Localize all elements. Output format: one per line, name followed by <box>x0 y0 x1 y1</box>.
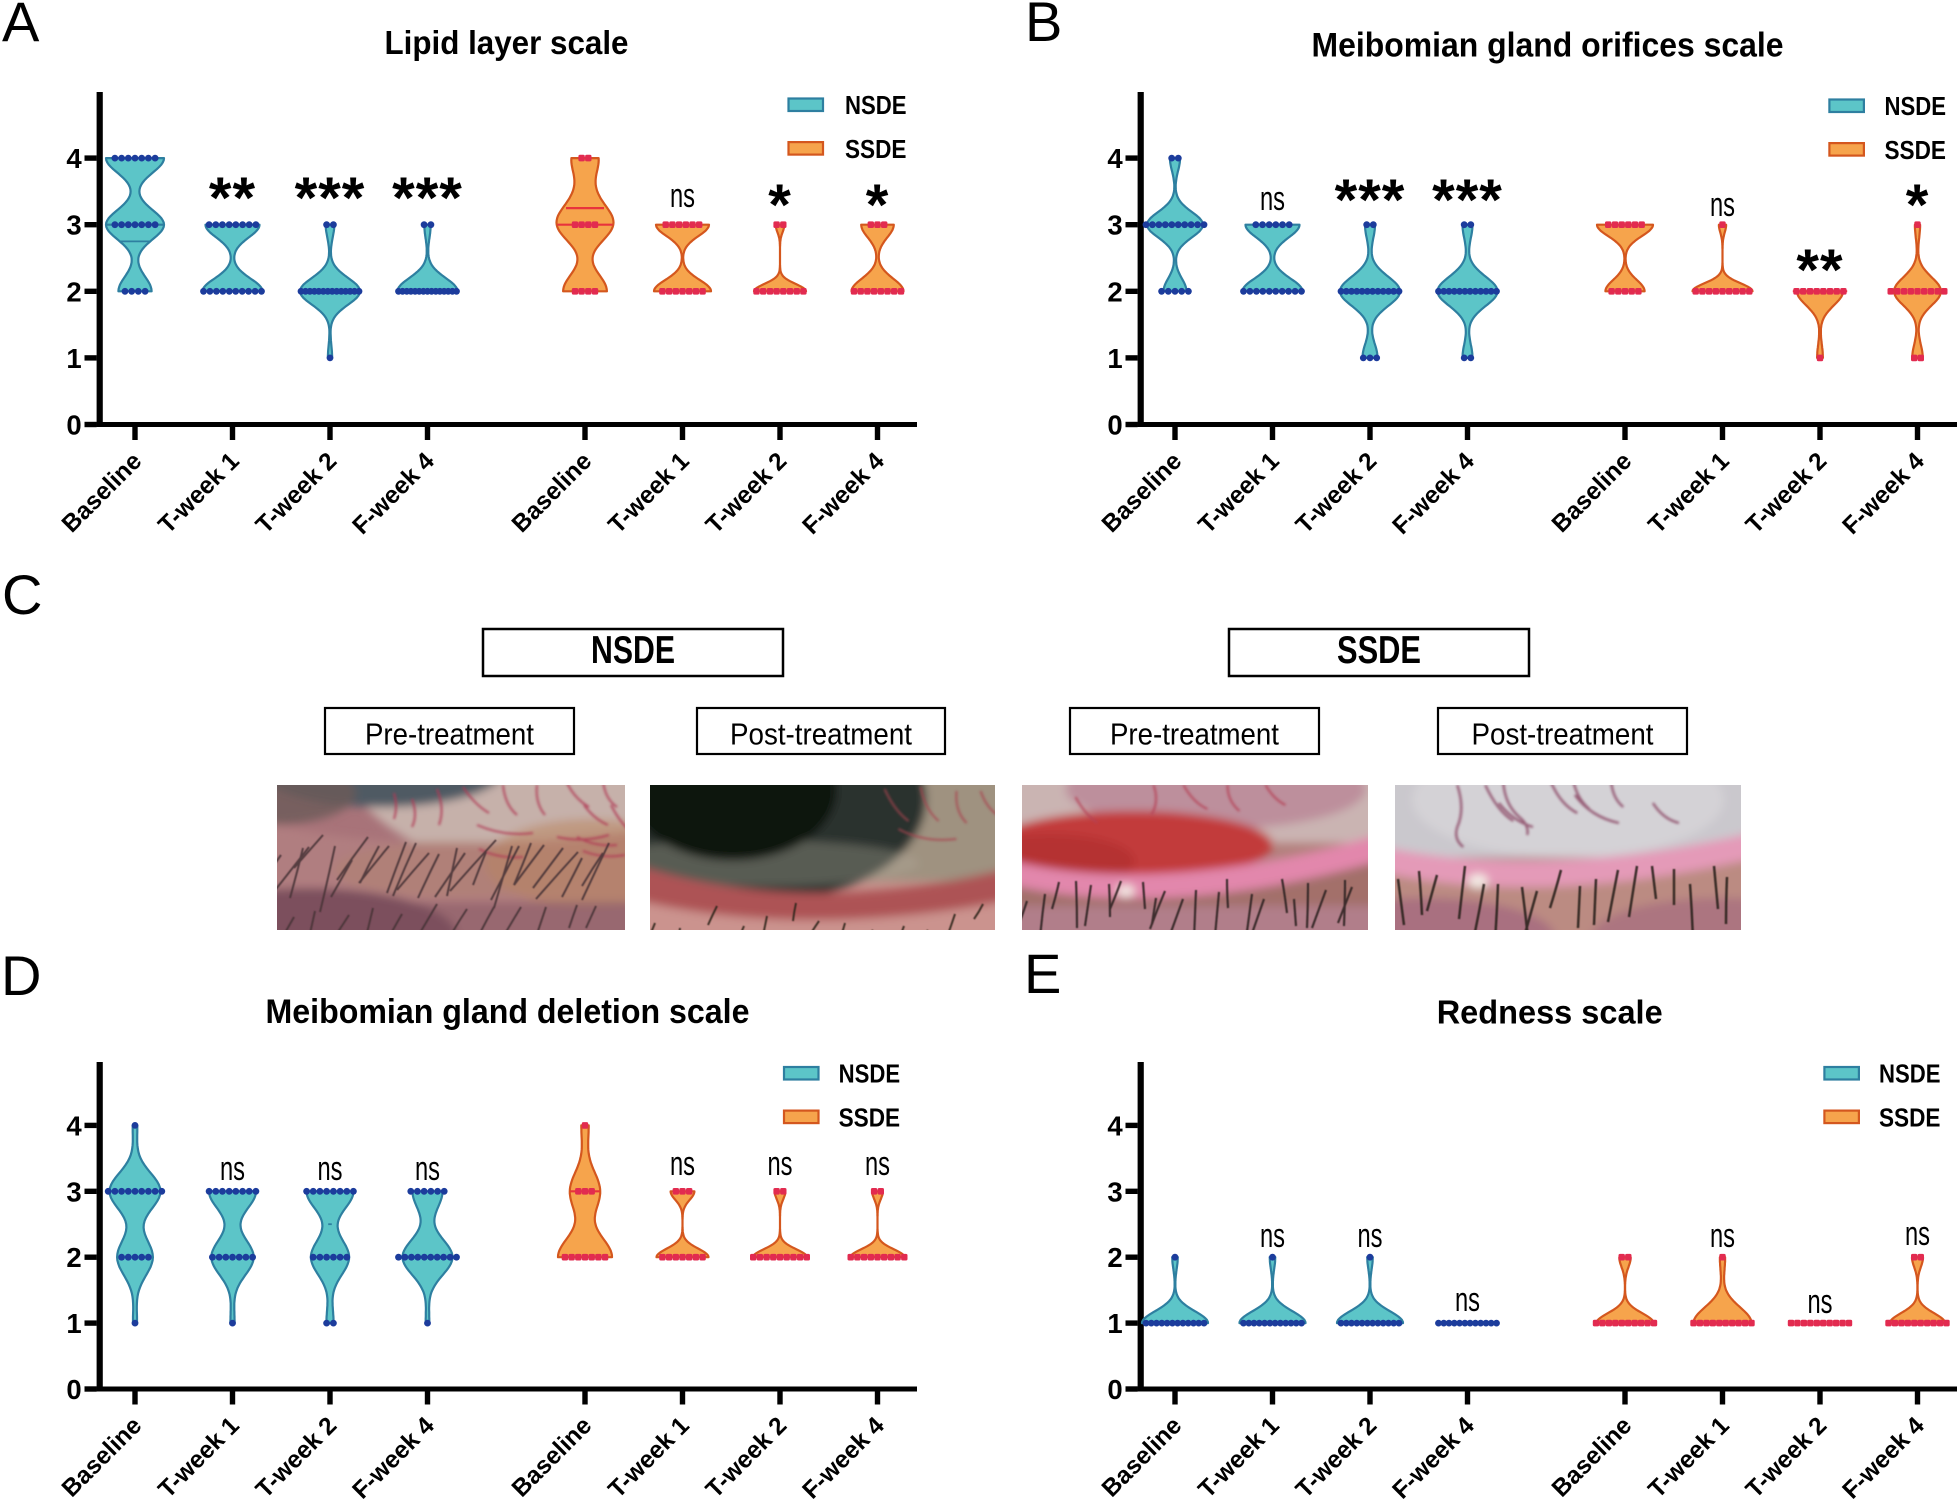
svg-text:B: B <box>1025 0 1062 53</box>
svg-text:ns: ns <box>1455 1281 1480 1319</box>
svg-text:ns: ns <box>318 1150 343 1188</box>
svg-text:4: 4 <box>66 143 82 174</box>
svg-text:ns: ns <box>1358 1217 1383 1255</box>
svg-text:0: 0 <box>66 1374 81 1405</box>
svg-text:SSDE: SSDE <box>1879 1104 1941 1132</box>
svg-text:3: 3 <box>1107 210 1122 241</box>
svg-text:ns: ns <box>1260 1217 1285 1255</box>
svg-text:0: 0 <box>1107 410 1122 441</box>
svg-text:E: E <box>1024 942 1061 1005</box>
svg-text:4: 4 <box>66 1110 82 1141</box>
svg-text:C: C <box>2 563 42 626</box>
svg-text:1: 1 <box>1107 343 1122 374</box>
svg-text:Pre-treatment: Pre-treatment <box>1110 718 1279 752</box>
svg-text:D: D <box>1 944 41 1007</box>
svg-text:Redness scale: Redness scale <box>1437 993 1663 1030</box>
svg-text:Lipid layer scale: Lipid layer scale <box>385 24 629 61</box>
svg-text:*: * <box>768 173 792 238</box>
svg-text:ns: ns <box>220 1150 245 1188</box>
svg-text:*: * <box>866 173 890 238</box>
svg-text:Pre-treatment: Pre-treatment <box>365 718 534 752</box>
svg-text:ns: ns <box>1710 1217 1735 1255</box>
svg-text:ns: ns <box>670 177 695 215</box>
svg-text:***: *** <box>392 166 463 231</box>
svg-text:Post-treatment: Post-treatment <box>1472 718 1654 752</box>
svg-text:ns: ns <box>1905 1215 1930 1253</box>
svg-text:NSDE: NSDE <box>591 629 675 672</box>
svg-text:ns: ns <box>670 1145 695 1183</box>
svg-text:2: 2 <box>66 276 81 307</box>
svg-text:3: 3 <box>66 1176 81 1207</box>
svg-text:NSDE: NSDE <box>1885 93 1947 121</box>
svg-text:**: ** <box>209 166 256 231</box>
svg-text:ns: ns <box>1808 1283 1833 1321</box>
svg-text:3: 3 <box>66 210 81 241</box>
svg-text:0: 0 <box>1107 1374 1122 1405</box>
svg-text:NSDE: NSDE <box>845 92 907 120</box>
svg-text:4: 4 <box>1107 1110 1123 1141</box>
svg-text:4: 4 <box>1107 143 1123 174</box>
svg-text:1: 1 <box>66 343 81 374</box>
svg-text:Post-treatment: Post-treatment <box>730 718 912 752</box>
svg-text:0: 0 <box>66 410 81 441</box>
svg-text:ns: ns <box>1260 180 1285 218</box>
svg-text:Meibomian gland orifices scale: Meibomian gland orifices scale <box>1312 27 1784 65</box>
svg-text:ns: ns <box>1710 186 1735 224</box>
svg-text:3: 3 <box>1107 1176 1122 1207</box>
svg-text:NSDE: NSDE <box>839 1061 901 1089</box>
svg-text:2: 2 <box>1107 276 1122 307</box>
svg-text:ns: ns <box>415 1150 440 1188</box>
svg-text:***: *** <box>295 166 366 231</box>
svg-text:1: 1 <box>1107 1308 1122 1339</box>
svg-text:SSDE: SSDE <box>1337 629 1421 672</box>
svg-text:***: *** <box>1432 168 1503 233</box>
svg-text:SSDE: SSDE <box>845 136 907 164</box>
svg-text:2: 2 <box>1107 1242 1122 1273</box>
svg-text:ns: ns <box>768 1145 793 1183</box>
svg-text:***: *** <box>1335 168 1406 233</box>
svg-text:1: 1 <box>66 1308 81 1339</box>
svg-text:A: A <box>2 0 40 53</box>
svg-text:*: * <box>1906 173 1930 238</box>
svg-text:ns: ns <box>865 1145 890 1183</box>
svg-text:Meibomian gland deletion scale: Meibomian gland deletion scale <box>266 993 750 1031</box>
svg-text:**: ** <box>1796 238 1843 303</box>
svg-text:2: 2 <box>66 1242 81 1273</box>
svg-text:SSDE: SSDE <box>839 1104 901 1132</box>
svg-text:NSDE: NSDE <box>1879 1061 1941 1089</box>
svg-text:SSDE: SSDE <box>1885 137 1947 165</box>
